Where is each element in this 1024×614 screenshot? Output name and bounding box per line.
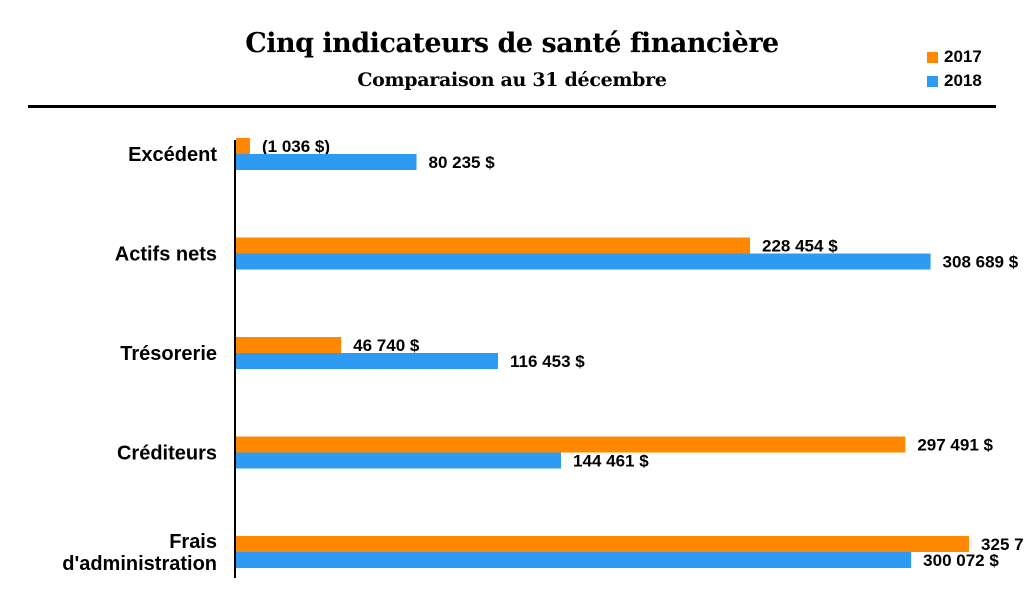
category-label-actifs-nets: Actifs nets — [115, 244, 217, 266]
value-label-2017-excedent: (1 036 $) — [262, 137, 330, 156]
bar-2018-tresorerie — [236, 353, 499, 369]
title-divider — [28, 105, 996, 108]
value-label-2018-tresorerie: 116 453 $ — [510, 352, 585, 371]
category-label-tresorerie: Trésorerie — [120, 343, 217, 365]
bar-2017-excedent — [236, 138, 250, 154]
bar-2018-excedent — [236, 154, 417, 170]
chart-title: Cinq indicateurs de santé financière — [245, 28, 779, 59]
value-label-2018-crediteurs: 144 461 $ — [573, 452, 649, 471]
value-label-2017-crediteurs: 297 491 $ — [917, 436, 993, 455]
bar-2018-crediteurs — [236, 452, 562, 469]
legend: 2017 2018 — [927, 45, 982, 93]
bar-2017-frais-d-administration — [236, 536, 970, 552]
value-label-2017-actifs-nets: 228 454 $ — [762, 237, 838, 256]
category-label-crediteurs: Créditeurs — [117, 443, 217, 465]
category-label-frais-d-administration-line-2: d'administration — [62, 553, 217, 575]
category-label-frais-d-administration-line-1: Frais — [169, 531, 217, 553]
bar-2017-crediteurs — [236, 436, 906, 453]
value-label-2018-actifs-nets: 308 689 $ — [943, 253, 1019, 272]
category-label-excedent: Excédent — [128, 144, 217, 166]
value-label-2018-excedent: 80 235 $ — [429, 153, 496, 172]
legend-swatch-2017 — [927, 51, 938, 63]
legend-label-2017: 2017 — [944, 47, 982, 66]
value-label-2017-tresorerie: 46 740 $ — [353, 336, 420, 355]
legend-item-2018: 2018 — [927, 69, 982, 93]
bar-2017-actifs-nets — [236, 237, 751, 254]
legend-label-2018: 2018 — [944, 71, 982, 90]
chart-subtitle: Comparaison au 31 décembre — [357, 69, 667, 91]
legend-item-2017: 2017 — [927, 45, 982, 69]
value-label-2017-frais-d-administration: 325 796 $ — [981, 535, 1024, 554]
legend-swatch-2018 — [927, 75, 938, 87]
bar-2018-actifs-nets — [236, 253, 931, 270]
bar-2017-tresorerie — [236, 337, 342, 353]
bar-2018-frais-d-administration — [236, 552, 912, 568]
value-label-2018-frais-d-administration: 300 072 $ — [923, 551, 999, 570]
